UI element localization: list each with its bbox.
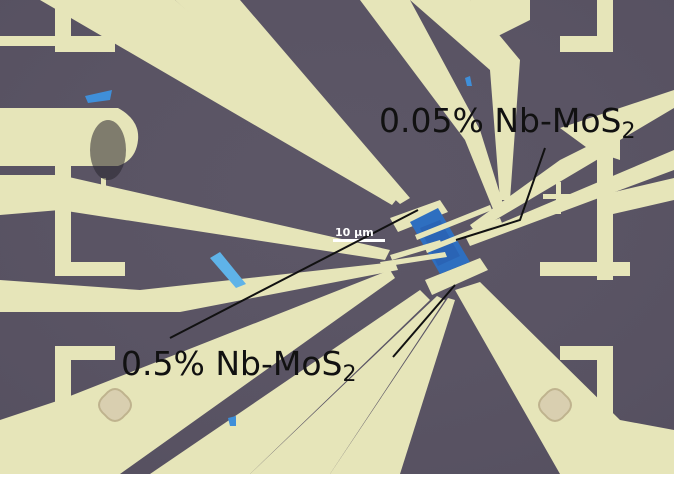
leader-lines: [169, 147, 546, 358]
contamination-spot: [90, 120, 126, 180]
alignment-marks: [86, 178, 573, 214]
doping-label-top: 0.05% Nb-MoS2: [379, 104, 635, 143]
doping-label-bottom-text: 0.5% Nb-MoS: [121, 344, 343, 383]
stray-flakes: [85, 76, 472, 426]
doping-label-top-text: 0.05% Nb-MoS: [379, 101, 622, 140]
doping-label-bottom-subscript: 2: [342, 362, 357, 387]
scale-bar-label: 10 μm: [335, 226, 374, 239]
doping-label-bottom: 0.5% Nb-MoS2: [121, 347, 356, 386]
doping-label-top-subscript: 2: [621, 119, 636, 144]
bond-pads: [98, 388, 572, 422]
bottom-frame: [0, 474, 674, 486]
flake-leads: [380, 205, 502, 267]
